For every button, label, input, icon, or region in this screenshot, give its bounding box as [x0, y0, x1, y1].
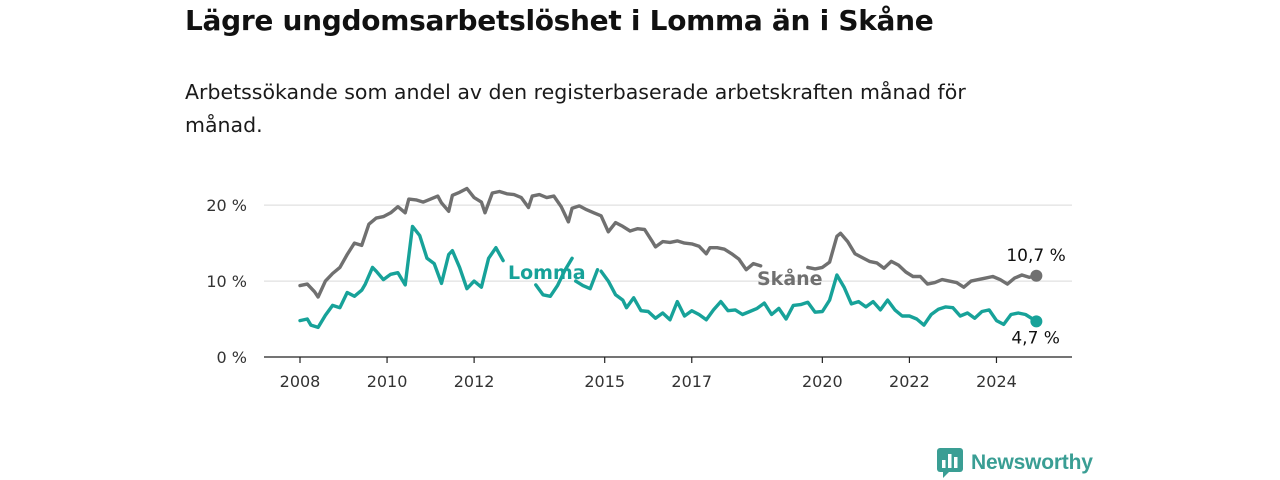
skane-end-marker [1030, 269, 1043, 282]
x-tick-label: 2008 [280, 372, 321, 391]
y-tick-label: 20 % [206, 196, 247, 215]
skane-end-value: 10,7 % [1006, 246, 1065, 266]
chart-title: Lägre ungdomsarbetslöshet i Lomma än i S… [185, 4, 934, 37]
series-line-skane [298, 186, 763, 299]
series-line-skane [806, 231, 1039, 289]
y-tick-label: 0 % [217, 348, 247, 367]
line-chart: 0 % 10 % 20 % 2008 2010 2012 2015 2017 2020 2022 2… [206, 186, 1072, 391]
y-tick-label: 10 % [206, 272, 247, 291]
series-line-lomma [574, 268, 600, 291]
series-line-lomma [599, 269, 1039, 327]
series-line-lomma [298, 224, 505, 330]
lomma-end-marker [1030, 315, 1043, 328]
x-tick-label: 2010 [367, 372, 408, 391]
x-tick-label: 2017 [671, 372, 712, 391]
brand-name: Newsworthy [971, 451, 1093, 474]
skane-series-label: Skåne [757, 266, 823, 290]
series-labels: 10,7 % 4,7 % Skåne Lomma [508, 246, 1066, 349]
x-tick-label: 2024 [976, 372, 1017, 391]
lomma-series-label: Lomma [508, 262, 586, 284]
axes: 0 % 10 % 20 % 2008 2010 2012 2015 2017 2020 2022 2… [206, 196, 1072, 391]
x-tick-label: 2012 [454, 372, 495, 391]
newsworthy-logo-icon [937, 448, 963, 478]
series-line-lomma [534, 256, 574, 298]
lomma-end-value: 4,7 % [1011, 328, 1060, 348]
x-tick-label: 2020 [802, 372, 843, 391]
series-lines [298, 186, 1043, 330]
chart-subtitle: Arbetssökande som andel av den registerb… [185, 80, 966, 137]
brand-logo[interactable]: Newsworthy [937, 448, 1093, 478]
x-tick-label: 2015 [584, 372, 625, 391]
x-tick-label: 2022 [889, 372, 930, 391]
